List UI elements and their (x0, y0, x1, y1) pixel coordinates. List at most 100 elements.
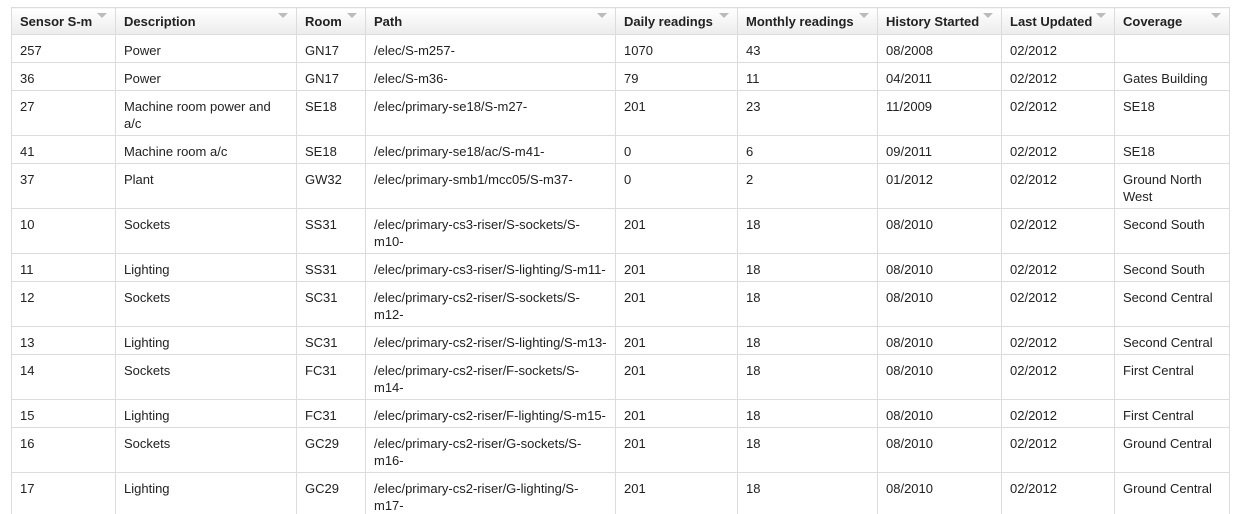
table-cell: Second Central (1114, 281, 1230, 327)
table-row[interactable]: 11 Lighting SS31/elec/primary-cs3-riser/S-… (11, 253, 1230, 282)
table-cell: 23 (737, 90, 878, 136)
column-title: Path (374, 14, 403, 29)
column-header[interactable]: Daily readings (615, 7, 738, 35)
table-cell: SE18 (1114, 90, 1230, 136)
table-cell: /elec/primary-smb1/mcc05/S-m37- (365, 163, 616, 209)
table-cell: Sockets (115, 354, 297, 400)
table-cell: 08/2010 (877, 399, 1002, 428)
table-cell: 257 (11, 34, 116, 63)
table-cell: /elec/primary-cs2-riser/G-lighting/S-m17… (365, 472, 616, 514)
table-cell: 02/2012 (1001, 281, 1115, 327)
table-cell: Second South (1114, 208, 1230, 254)
table-cell: First Central (1114, 399, 1230, 428)
table-row[interactable]: 41 Machine room a/c SE18/elec/primary-se18… (11, 135, 1230, 164)
table-cell: 201 (615, 399, 738, 428)
table-cell: Lighting (115, 326, 297, 355)
table-cell: 18 (737, 253, 878, 282)
table-cell: 02/2012 (1001, 427, 1115, 473)
table-cell: 02/2012 (1001, 253, 1115, 282)
sort-arrow[interactable] (983, 13, 993, 18)
table-cell: 08/2010 (877, 281, 1002, 327)
table-cell: 01/2012 (877, 163, 1002, 209)
table-cell: /elec/primary-cs3-riser/S-lighting/S-m11… (365, 253, 616, 282)
column-header[interactable]: Description (115, 7, 297, 35)
table-cell: Second Central (1114, 326, 1230, 355)
table-cell: 201 (615, 472, 738, 514)
table-cell: Ground Central (1114, 427, 1230, 473)
table-cell: Sockets (115, 427, 297, 473)
column-title: Daily readings (624, 14, 713, 29)
table-cell: /elec/primary-cs2-riser/F-sockets/S-m14- (365, 354, 616, 400)
table-cell: SS31 (296, 208, 366, 254)
table-cell: 201 (615, 281, 738, 327)
table-cell: 18 (737, 427, 878, 473)
table-cell: 11/2009 (877, 90, 1002, 136)
table-row[interactable]: 257 Power GN17/elec/S-m257- 1070 43 08/2008 02… (11, 34, 1230, 63)
table-cell: 18 (737, 399, 878, 428)
table-cell: 36 (11, 62, 116, 91)
table-cell: 1070 (615, 34, 738, 63)
table-cell: 11 (11, 253, 116, 282)
table-row[interactable]: 16 Sockets GC29/elec/primary-cs2-riser/G-s… (11, 427, 1230, 473)
table-cell: SE18 (1114, 135, 1230, 164)
header-row: Sensor S-m Description Room Path Daily readi… (11, 7, 1230, 35)
column-header[interactable]: Path (365, 7, 616, 35)
table-cell: Machine room a/c (115, 135, 297, 164)
table-cell: First Central (1114, 354, 1230, 400)
table-row[interactable]: 13 Lighting SC31/elec/primary-cs2-riser/S-… (11, 326, 1230, 355)
column-header[interactable]: Monthly readings (737, 7, 878, 35)
sort-arrow[interactable] (1096, 13, 1106, 18)
sort-arrow[interactable] (1211, 13, 1221, 18)
column-header[interactable]: History Started (877, 7, 1002, 35)
table-cell: 08/2010 (877, 253, 1002, 282)
column-header[interactable]: Sensor S-m (11, 7, 116, 35)
table-cell (1114, 34, 1230, 63)
table-cell: 14 (11, 354, 116, 400)
table-cell: 201 (615, 354, 738, 400)
table-cell: 02/2012 (1001, 90, 1115, 136)
sort-arrow[interactable] (719, 13, 729, 18)
table-cell: SE18 (296, 90, 366, 136)
sort-arrow[interactable] (859, 13, 869, 18)
table-cell: 16 (11, 427, 116, 473)
table-cell: 0 (615, 163, 738, 209)
sort-arrow[interactable] (278, 13, 288, 18)
table-row[interactable]: 27 Machine room power and a/c SE18/elec/pr… (11, 90, 1230, 136)
table-cell: 04/2011 (877, 62, 1002, 91)
table-row[interactable]: 36 Power GN17/elec/S-m36- 79 11 04/2011 02/201… (11, 62, 1230, 91)
table-cell: 11 (737, 62, 878, 91)
sensor-table: Sensor S-m Description Room Path Daily readi… (11, 7, 1230, 514)
table-cell: 201 (615, 90, 738, 136)
table-cell: GC29 (296, 472, 366, 514)
table-cell: Sockets (115, 208, 297, 254)
table-cell: 201 (615, 326, 738, 355)
sort-arrow[interactable] (97, 13, 107, 18)
table-cell: 02/2012 (1001, 135, 1115, 164)
table-cell: Ground North West (1114, 163, 1230, 209)
sort-arrow[interactable] (347, 13, 357, 18)
table-cell: 02/2012 (1001, 62, 1115, 91)
table-cell: 201 (615, 253, 738, 282)
table-cell: Gates Building (1114, 62, 1230, 91)
table-cell: 18 (737, 208, 878, 254)
table-row[interactable]: 14 Sockets FC31/elec/primary-cs2-riser/F-s… (11, 354, 1230, 400)
table-cell: Ground Central (1114, 472, 1230, 514)
table-cell: 08/2010 (877, 472, 1002, 514)
table-cell: 0 (615, 135, 738, 164)
table-cell: /elec/primary-se18/S-m27- (365, 90, 616, 136)
table-row[interactable]: 12 Sockets SC31/elec/primary-cs2-riser/S-s… (11, 281, 1230, 327)
table-cell: 02/2012 (1001, 326, 1115, 355)
column-header[interactable]: Room (296, 7, 366, 35)
column-header[interactable]: Last Updated (1001, 7, 1115, 35)
table-cell: SC31 (296, 326, 366, 355)
table-cell: 02/2012 (1001, 163, 1115, 209)
table-row[interactable]: 17 Lighting GC29/elec/primary-cs2-riser/G-… (11, 472, 1230, 514)
column-header[interactable]: Coverage (1114, 7, 1230, 35)
table-cell: Power (115, 34, 297, 63)
table-cell: 27 (11, 90, 116, 136)
table-cell: GN17 (296, 62, 366, 91)
table-row[interactable]: 37 Plant GW32/elec/primary-smb1/mcc05/S-m3… (11, 163, 1230, 209)
table-row[interactable]: 15 Lighting FC31/elec/primary-cs2-riser/F-… (11, 399, 1230, 428)
table-row[interactable]: 10 Sockets SS31/elec/primary-cs3-riser/S-s… (11, 208, 1230, 254)
sort-arrow[interactable] (597, 13, 607, 18)
